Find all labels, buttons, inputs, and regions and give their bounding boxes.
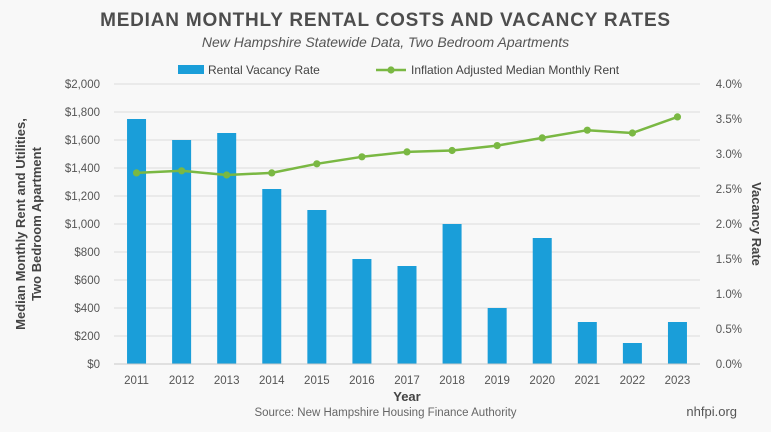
vacancy-bar-2019 bbox=[487, 308, 507, 364]
right-axis-title: Vacancy Rate bbox=[749, 182, 764, 266]
legend-bar-label: Rental Vacancy Rate bbox=[208, 63, 320, 77]
x-tick-label: 2011 bbox=[124, 375, 149, 387]
right-tick-label: 0.0% bbox=[716, 359, 742, 371]
rent-point-2011 bbox=[132, 169, 141, 177]
legend-line-marker bbox=[387, 66, 395, 74]
right-tick-label: 0.5% bbox=[716, 324, 742, 336]
rent-point-2022 bbox=[628, 129, 636, 137]
right-tick-label: 1.0% bbox=[716, 289, 742, 301]
x-tick-label: 2017 bbox=[394, 375, 420, 387]
chart-subtitle: New Hampshire Statewide Data, Two Bedroo… bbox=[201, 34, 570, 50]
vacancy-bar-2020 bbox=[532, 238, 552, 364]
x-tick-label: 2021 bbox=[575, 375, 601, 387]
rent-point-2018 bbox=[448, 146, 456, 155]
right-tick-label: 3.0% bbox=[716, 149, 742, 161]
right-tick-label: 2.5% bbox=[716, 184, 742, 196]
left-tick-label: $800 bbox=[74, 247, 100, 259]
rent-point-2014 bbox=[268, 169, 276, 177]
rent-point-2021 bbox=[583, 126, 591, 134]
left-tick-label: $1,000 bbox=[65, 219, 100, 231]
rent-point-2023 bbox=[673, 113, 682, 121]
vacancy-bar-2013 bbox=[217, 133, 237, 364]
left-tick-label: $1,200 bbox=[65, 191, 100, 203]
right-tick-label: 3.5% bbox=[716, 114, 742, 126]
rent-point-2020 bbox=[538, 134, 546, 142]
x-tick-label: 2023 bbox=[665, 375, 691, 387]
x-tick-label: 2015 bbox=[304, 375, 330, 387]
vacancy-bar-2017 bbox=[397, 266, 417, 364]
right-tick-label: 2.0% bbox=[716, 219, 742, 231]
x-tick-label: 2022 bbox=[620, 375, 646, 387]
x-tick-label: 2018 bbox=[439, 375, 465, 387]
x-axis-title: Year bbox=[393, 389, 420, 404]
x-tick-label: 2013 bbox=[214, 375, 240, 387]
vacancy-bar-2016 bbox=[352, 259, 372, 364]
vacancy-bar-2015 bbox=[307, 210, 327, 364]
vacancy-bars bbox=[127, 119, 687, 364]
vacancy-bar-2023 bbox=[667, 322, 687, 364]
right-tick-label: 4.0% bbox=[716, 79, 742, 91]
x-tick-label: 2019 bbox=[484, 375, 510, 387]
vacancy-bar-2021 bbox=[577, 322, 597, 364]
left-tick-label: $1,400 bbox=[65, 163, 100, 175]
left-tick-label: $600 bbox=[74, 275, 100, 287]
right-tick-label: 1.5% bbox=[716, 254, 742, 266]
vacancy-bar-2012 bbox=[172, 140, 192, 364]
x-tick-label: 2020 bbox=[529, 375, 555, 387]
rent-point-2013 bbox=[223, 171, 231, 179]
gridlines bbox=[114, 83, 700, 365]
left-tick-label: $1,600 bbox=[65, 135, 100, 147]
x-tick-label: 2014 bbox=[259, 375, 285, 387]
left-tick-label: $1,800 bbox=[65, 107, 100, 119]
rent-point-2019 bbox=[493, 142, 501, 150]
vacancy-bar-2022 bbox=[622, 343, 642, 364]
axes: $0 $200 $400 $600 $800 $1,000 $1,200 $1,400 $1,6… bbox=[13, 79, 764, 404]
x-tick-label: 2016 bbox=[349, 375, 375, 387]
left-axis-title: Median Monthly Rent and Utilities,Two Be… bbox=[13, 118, 44, 330]
left-tick-label: $400 bbox=[74, 303, 100, 315]
legend-bar-swatch bbox=[178, 65, 204, 74]
vacancy-bar-2014 bbox=[262, 189, 282, 364]
source-note: Source: New Hampshire Housing Finance Au… bbox=[254, 407, 517, 419]
rent-line-layer bbox=[132, 113, 682, 179]
rent-point-2012 bbox=[178, 167, 186, 175]
legend: Rental Vacancy Rate Inflation Adjusted Me… bbox=[178, 63, 620, 77]
rent-point-2015 bbox=[313, 160, 321, 168]
vacancy-bar-2018 bbox=[442, 224, 462, 364]
left-tick-label: $2,000 bbox=[65, 79, 100, 91]
rent-point-2016 bbox=[358, 153, 366, 161]
left-tick-label: $200 bbox=[74, 331, 100, 343]
x-tick-label: 2012 bbox=[169, 375, 195, 387]
left-tick-label: $0 bbox=[87, 359, 100, 371]
rent-point-2017 bbox=[403, 148, 411, 156]
legend-line-label: Inflation Adjusted Median Monthly Rent bbox=[411, 63, 620, 77]
vacancy-bar-2011 bbox=[127, 119, 147, 364]
chart-title: MEDIAN MONTHLY RENTAL COSTS AND VACANCY … bbox=[100, 10, 671, 31]
brand-url: nhfpi.org bbox=[686, 404, 737, 419]
